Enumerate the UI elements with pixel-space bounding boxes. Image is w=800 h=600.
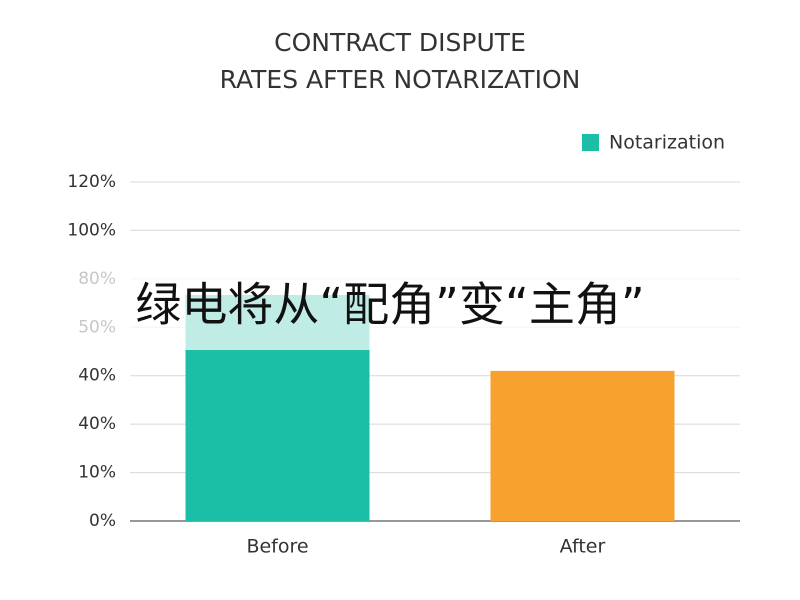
y-tick-label: 120%	[67, 172, 116, 192]
overlay-caption: 绿电将从“配角”变“主角”	[135, 278, 644, 332]
overlay: 绿电将从“配角”变“主角”	[0, 258, 800, 350]
y-tick-label: 10%	[78, 463, 116, 483]
chart-title: CONTRACT DISPUTE	[274, 28, 526, 57]
y-tick-label: 40%	[78, 366, 116, 386]
legend-swatch	[582, 134, 599, 151]
y-tick-label: 0%	[89, 511, 116, 531]
bar	[490, 370, 675, 521]
x-tick-label: After	[560, 536, 606, 558]
x-tick-label: Before	[246, 536, 308, 558]
y-tick-label: 40%	[78, 414, 116, 434]
legend-label: Notarization	[609, 132, 725, 154]
y-tick-label: 100%	[67, 220, 116, 240]
chart-title: RATES AFTER NOTARIZATION	[220, 65, 581, 94]
overlay-band	[0, 258, 800, 350]
